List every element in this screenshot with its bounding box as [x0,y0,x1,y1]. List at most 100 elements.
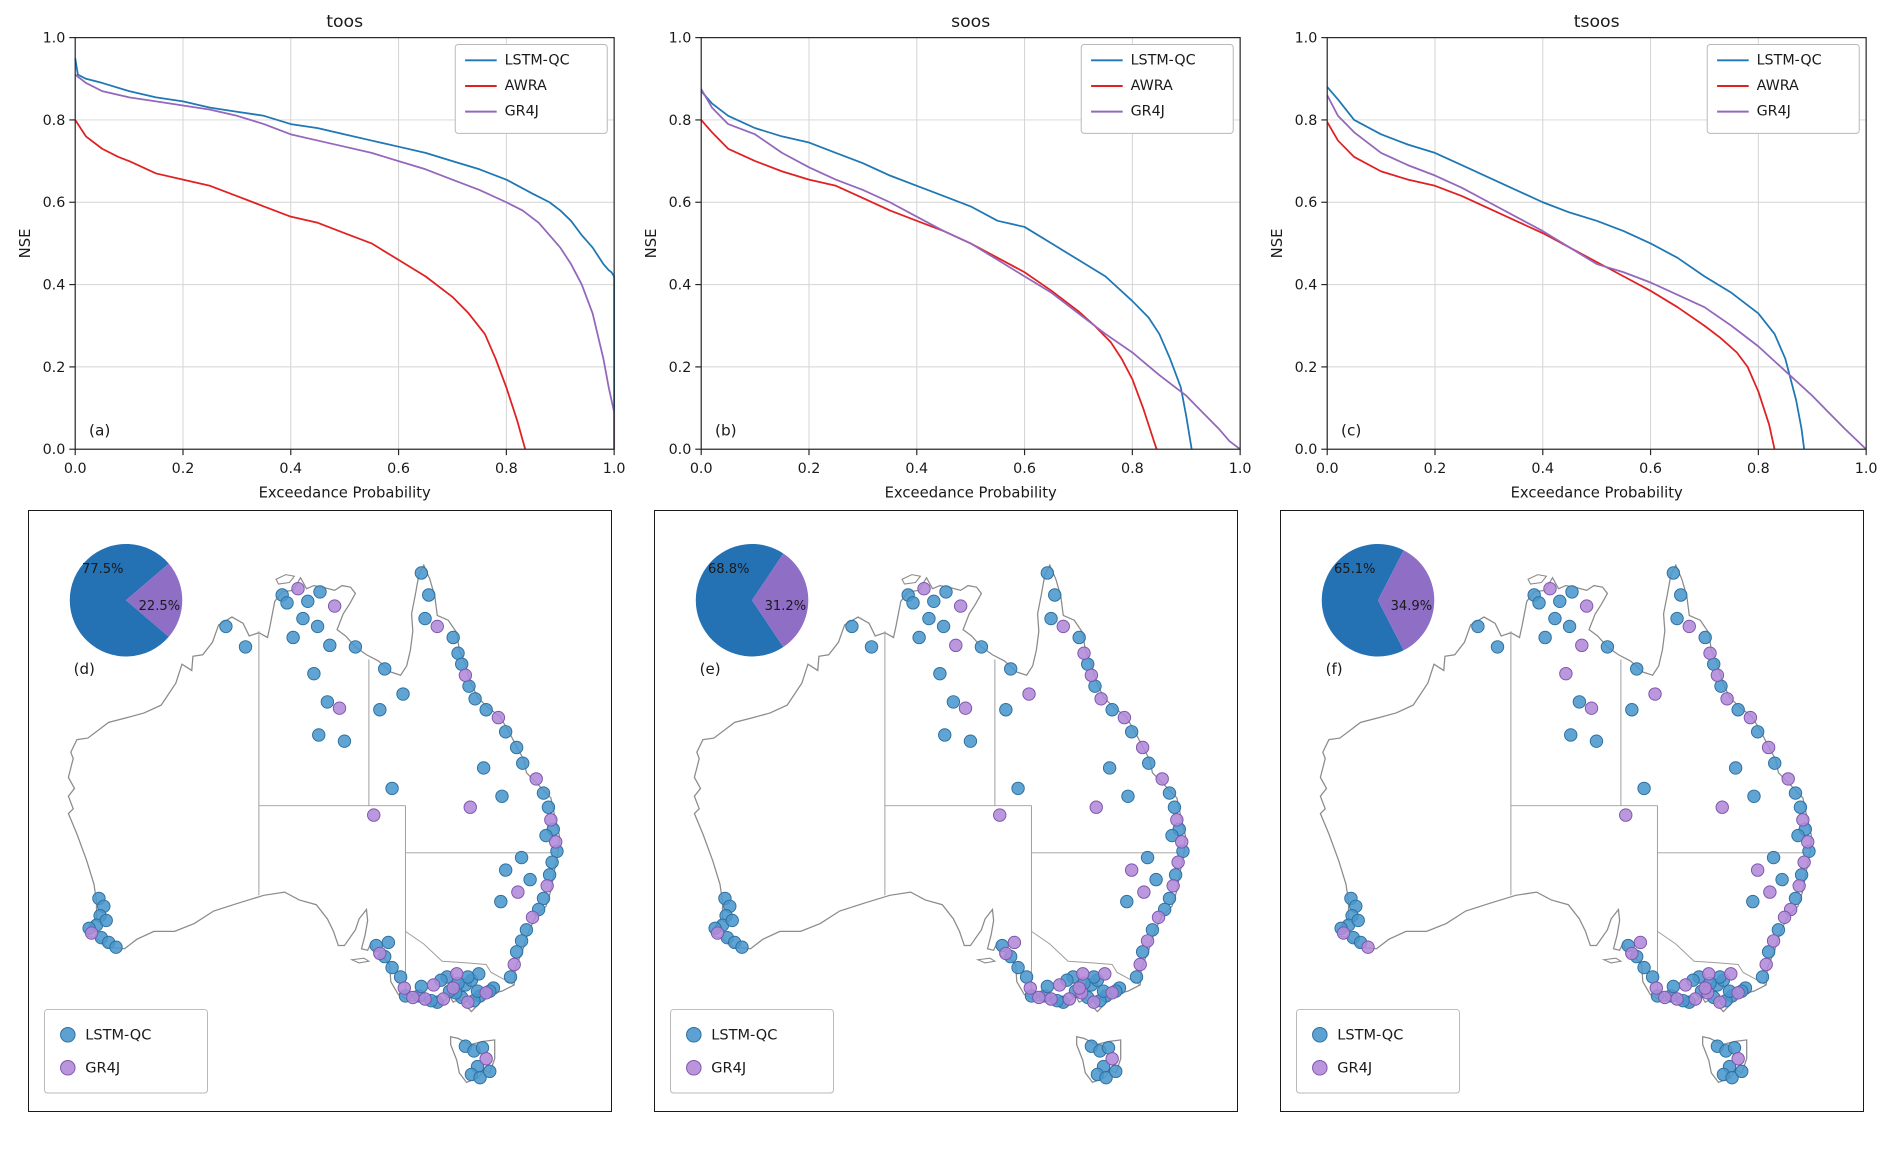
map-legend-label: LSTM-QC [1337,1028,1403,1044]
legend-label-AWRA: AWRA [1131,78,1173,94]
svg-text:0.8: 0.8 [1121,461,1144,477]
svg-text:0.4: 0.4 [1531,461,1554,477]
plot-frame [1326,37,1867,450]
svg-text:0.6: 0.6 [387,461,410,477]
plot-frame [74,37,615,450]
axis-ticks: 0.0 0.0 0.2 0.2 0.4 0.4 0.6 0.6 0.8 0.8 1.0 1.0 [1295,31,1878,477]
map-(d): 77.5% 22.5% (d) LSTM-QC GR4J [29,511,611,1111]
pie-chart: 68.8% 31.2% [695,544,809,657]
map-legend: LSTM-QC GR4J [1296,1009,1460,1094]
panel-letter: (a) [89,421,110,439]
chart-legend: LSTM-QC AWRA GR4J [1706,44,1860,134]
legend-marker-gr4j [686,1060,702,1077]
svg-text:0.0: 0.0 [1316,461,1339,477]
svg-text:0.2: 0.2 [669,360,692,376]
svg-text:0.2: 0.2 [43,360,66,376]
series-line-LSTM-QC [700,90,1193,450]
station-dots-lstm [82,566,564,1085]
svg-text:0.2: 0.2 [172,461,195,477]
series-line-AWRA [74,119,527,450]
legend-marker-gr4j [60,1060,76,1077]
pie-slice-lstm [1321,544,1404,657]
map-panel-d: 77.5% 22.5% (d) LSTM-QC GR4J [14,510,626,1112]
station-dots-lstm [708,566,1190,1085]
panel-letter: (c) [1341,421,1361,439]
legend-label-AWRA: AWRA [505,78,547,94]
svg-text:0.0: 0.0 [690,461,713,477]
map-box-e: 68.8% 31.2% (e) LSTM-QC GR4J [654,510,1238,1112]
legend-label-AWRA: AWRA [1757,78,1799,94]
svg-text:1.0: 1.0 [603,461,626,477]
svg-text:1.0: 1.0 [1295,31,1318,47]
svg-text:0.4: 0.4 [1295,278,1318,294]
pie-slice-lstm [695,544,784,657]
panel-letter: (b) [715,421,737,439]
pie-label-blue: 77.5% [82,563,124,578]
map-legend: LSTM-QC GR4J [44,1009,208,1094]
state-borders [1510,631,1807,997]
svg-text:0.2: 0.2 [1295,360,1318,376]
map-legend-label: LSTM-QC [711,1028,777,1044]
legend-marker-lstm [1312,1027,1328,1044]
chart-panel-b: 0.0 0.0 0.2 0.2 0.4 0.4 0.6 0.6 0.8 0.8 1.0 1.0 soos… [640,8,1252,507]
state-borders [884,631,1181,997]
svg-text:0.0: 0.0 [64,461,87,477]
map-panel-e: 68.8% 31.2% (e) LSTM-QC GR4J [640,510,1252,1112]
svg-text:0.6: 0.6 [1013,461,1036,477]
map-row: 77.5% 22.5% (d) LSTM-QC GR4J 68.8% 31.2% (e) LS… [14,510,1878,1112]
station-dots-gr4j [84,582,563,1066]
map-panel-f: 65.1% 34.9% (f) LSTM-QC GR4J [1266,510,1878,1112]
chart-panel-a: 0.0 0.0 0.2 0.2 0.4 0.4 0.6 0.6 0.8 0.8 1.0 1.0 toos… [14,8,626,507]
svg-text:1.0: 1.0 [43,31,66,47]
line-chart-soos: 0.0 0.0 0.2 0.2 0.4 0.4 0.6 0.6 0.8 0.8 1.0 1.0 soos… [640,8,1252,507]
svg-text:0.4: 0.4 [669,278,692,294]
map-box-f: 65.1% 34.9% (f) LSTM-QC GR4J [1280,510,1864,1112]
legend-marker-lstm [60,1027,76,1044]
pie-slice-gr4j [752,553,809,648]
pie-chart: 65.1% 34.9% [1321,544,1435,657]
chart-legend: LSTM-QC AWRA GR4J [1080,44,1234,134]
series-line-GR4J [1326,94,1867,450]
chart-legend: LSTM-QC AWRA GR4J [454,44,608,134]
svg-text:0.6: 0.6 [43,195,66,211]
svg-text:1.0: 1.0 [669,31,692,47]
chart-panel-c: 0.0 0.0 0.2 0.2 0.4 0.4 0.6 0.6 0.8 0.8 1.0 1.0 tsoo… [1266,8,1878,507]
line-chart-toos: 0.0 0.0 0.2 0.2 0.4 0.4 0.6 0.6 0.8 0.8 1.0 1.0 toos… [14,8,626,507]
y-axis-label: NSE [17,229,34,259]
axis-ticks: 0.0 0.0 0.2 0.2 0.4 0.4 0.6 0.6 0.8 0.8 1.0 1.0 [43,31,626,477]
series-lines [1326,86,1867,450]
pie-slice-gr4j [126,564,183,638]
legend-label-GR4J: GR4J [1757,104,1791,120]
map-legend-label: GR4J [85,1061,120,1077]
series-line-GR4J [74,73,616,450]
svg-text:0.8: 0.8 [1747,461,1770,477]
pie-label-purple: 34.9% [1391,599,1433,614]
plot-frame [700,37,1241,450]
map-legend: LSTM-QC GR4J [670,1009,834,1094]
panel-letter: (d) [74,660,95,678]
series-line-LSTM-QC [1326,86,1806,450]
station-dots-gr4j [1336,582,1815,1066]
panel-letter: (f) [1326,660,1343,678]
svg-text:0.4: 0.4 [43,278,66,294]
x-axis-label: Exceedance Probability [1511,485,1683,502]
pie-label-purple: 31.2% [765,599,807,614]
pie-slice-gr4j [1378,550,1435,651]
legend-label-GR4J: GR4J [1131,104,1165,120]
series-lines [700,88,1241,450]
legend-label-LSTM-QC: LSTM-QC [1757,52,1822,68]
state-borders [258,631,555,997]
svg-text:0.8: 0.8 [1295,113,1318,129]
svg-text:0.2: 0.2 [1424,461,1447,477]
pie-label-purple: 22.5% [139,599,181,614]
svg-text:0.6: 0.6 [669,195,692,211]
svg-text:0.4: 0.4 [905,461,928,477]
station-dots-lstm [1334,566,1816,1085]
svg-text:0.0: 0.0 [43,442,66,458]
legend-marker-lstm [686,1027,702,1044]
map-legend-label: LSTM-QC [85,1028,151,1044]
x-axis-label: Exceedance Probability [885,485,1057,502]
y-axis-label: NSE [1269,229,1286,259]
chart-title: soos [951,12,990,32]
